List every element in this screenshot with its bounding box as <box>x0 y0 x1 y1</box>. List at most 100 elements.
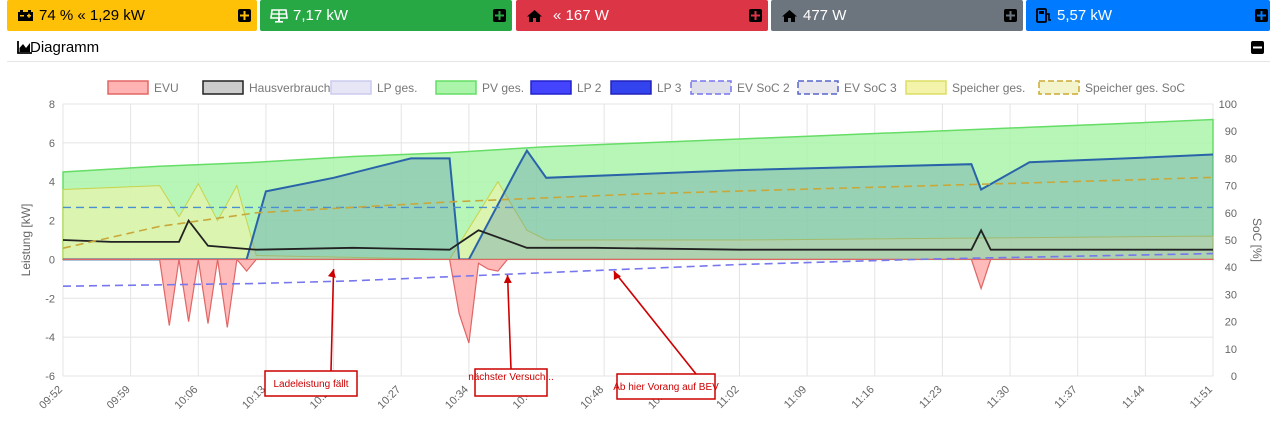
x-tick-label: 10:48 <box>578 384 606 412</box>
legend-label: EV SoC 2 <box>737 81 790 95</box>
annotation-label: nächster Versuch... <box>468 372 554 383</box>
annotation-arrowhead <box>613 271 622 281</box>
legend-label: LP 2 <box>577 81 602 95</box>
x-tick-label: 11:23 <box>917 384 944 411</box>
x-tick-label: 10:34 <box>443 384 471 412</box>
legend-swatch <box>905 80 947 95</box>
legend-swatch <box>330 80 372 95</box>
series-lp3-area <box>63 150 1213 260</box>
solar-panel-icon <box>270 8 288 23</box>
annotation-box <box>474 368 548 397</box>
car-battery-icon <box>17 9 34 22</box>
minus-square-icon[interactable] <box>1251 41 1264 54</box>
charging-tile[interactable]: 5,57 kW <box>1026 0 1270 31</box>
y2-tick-label: 80 <box>1225 153 1237 165</box>
y2-tick-label: 40 <box>1225 262 1237 274</box>
x-tick-label: 10:13 <box>240 384 268 412</box>
house-tile-label: 477 W <box>803 7 847 24</box>
series-house-line <box>62 218 1213 251</box>
annotation-arrow <box>613 270 697 375</box>
diagram-header[interactable]: Diagramm <box>7 34 1270 62</box>
y2-tick-label: 90 <box>1225 126 1237 138</box>
legend-label: Speicher ges. <box>952 81 1025 95</box>
grid-tile-label: « 167 W <box>553 7 609 24</box>
legend-swatch <box>530 80 572 95</box>
legend-swatch <box>435 80 477 95</box>
x-tick-label: 09:52 <box>37 384 65 412</box>
x-tick-label: 11:51 <box>1188 384 1215 411</box>
annotation-box <box>616 373 716 400</box>
legend-label: EVU <box>154 81 179 95</box>
y-tick-label: -2 <box>45 293 55 305</box>
diagram-title: Diagramm <box>30 39 100 56</box>
legend-label: PV ges. <box>482 81 524 95</box>
x-tick-label: 10:06 <box>172 384 200 412</box>
house-tile[interactable]: 477 W <box>771 0 1023 31</box>
x-tick-label: 11:37 <box>1052 384 1079 411</box>
x-tick-label: 09:59 <box>105 384 133 412</box>
battery-tile[interactable]: 74 % « 1,29 kW <box>7 0 257 31</box>
y-tick-label: -4 <box>45 332 55 344</box>
status-bar: 74 % « 1,29 kW 7,17 kW « 167 W 477 W 5,5… <box>0 0 1270 32</box>
y-tick-label: 0 <box>49 254 55 266</box>
charging-tile-label: 5,57 kW <box>1057 7 1113 24</box>
y2-tick-label: 60 <box>1225 208 1237 220</box>
y2-tick-label: 10 <box>1225 344 1237 356</box>
annotation-arrowhead <box>327 269 336 278</box>
legend-swatch <box>690 80 732 95</box>
annotation-box <box>264 370 358 397</box>
series-pv-area <box>62 118 1214 261</box>
x-tick-label: 10:27 <box>375 384 403 412</box>
x-tick-label: 11:09 <box>782 384 809 411</box>
y2-tick-label: 30 <box>1225 289 1237 301</box>
x-tick-label: 11:16 <box>850 384 877 411</box>
home-icon <box>781 9 798 23</box>
legend-label: LP 3 <box>657 81 682 95</box>
plus-square-icon[interactable] <box>1255 9 1268 22</box>
chart-area-icon <box>17 40 33 54</box>
y-axis-title: Leistung [kW] <box>19 204 33 277</box>
grid-tile[interactable]: « 167 W <box>516 0 768 31</box>
x-tick-label: 11:30 <box>985 384 1012 411</box>
y-tick-label: 6 <box>49 138 55 150</box>
home-icon <box>526 9 543 23</box>
series-lp3-line <box>63 148 1214 261</box>
y-tick-label: 8 <box>49 99 55 111</box>
y2-tick-label: 50 <box>1225 235 1237 247</box>
y2-tick-label: 100 <box>1219 99 1237 111</box>
legend-label: LP ges. <box>377 81 417 95</box>
legend-swatch <box>202 80 244 95</box>
y2-tick-label: 20 <box>1225 317 1237 329</box>
annotation-arrow <box>506 274 512 370</box>
legend-label: Speicher ges. SoC <box>1085 81 1185 95</box>
annotation-label: Ab hier Vorang auf BEV <box>613 382 719 393</box>
annotation-arrow <box>330 269 335 372</box>
battery-tile-label: 74 % « 1,29 kW <box>39 7 145 24</box>
charging-station-icon <box>1036 8 1052 23</box>
legend-label: Hausverbrauch <box>249 81 330 95</box>
legend-swatch <box>1038 80 1080 95</box>
plus-square-icon[interactable] <box>238 9 251 22</box>
series-ev-soc2-line <box>62 252 1214 287</box>
series-evu-area <box>62 257 1214 344</box>
plus-square-icon[interactable] <box>1004 9 1017 22</box>
y2-tick-label: 0 <box>1231 371 1237 383</box>
pv-tile[interactable]: 7,17 kW <box>260 0 512 31</box>
plus-square-icon[interactable] <box>493 9 506 22</box>
y-tick-label: 4 <box>49 177 55 189</box>
legend-swatch <box>610 80 652 95</box>
annotation-arrowhead <box>503 274 512 284</box>
pv-tile-label: 7,17 kW <box>293 7 349 24</box>
chart-area: 8 6 4 2 0 -2 -4 -6 100 90 80 70 60 50 40 30 20 10 0 09:52 09… <box>0 62 1270 426</box>
series-storage-soc-line <box>62 176 1214 249</box>
annotation-label: Ladeleistung fällt <box>273 379 348 390</box>
plus-square-icon[interactable] <box>749 9 762 22</box>
y-tick-label: 2 <box>49 216 55 228</box>
y2-tick-label: 70 <box>1225 181 1237 193</box>
legend-swatch <box>797 80 839 95</box>
legend-swatch <box>107 80 149 95</box>
legend-label: EV SoC 3 <box>844 81 897 95</box>
x-tick-label: 11:44 <box>1120 384 1147 411</box>
y2-axis-title: SoC [%] <box>1250 218 1264 262</box>
